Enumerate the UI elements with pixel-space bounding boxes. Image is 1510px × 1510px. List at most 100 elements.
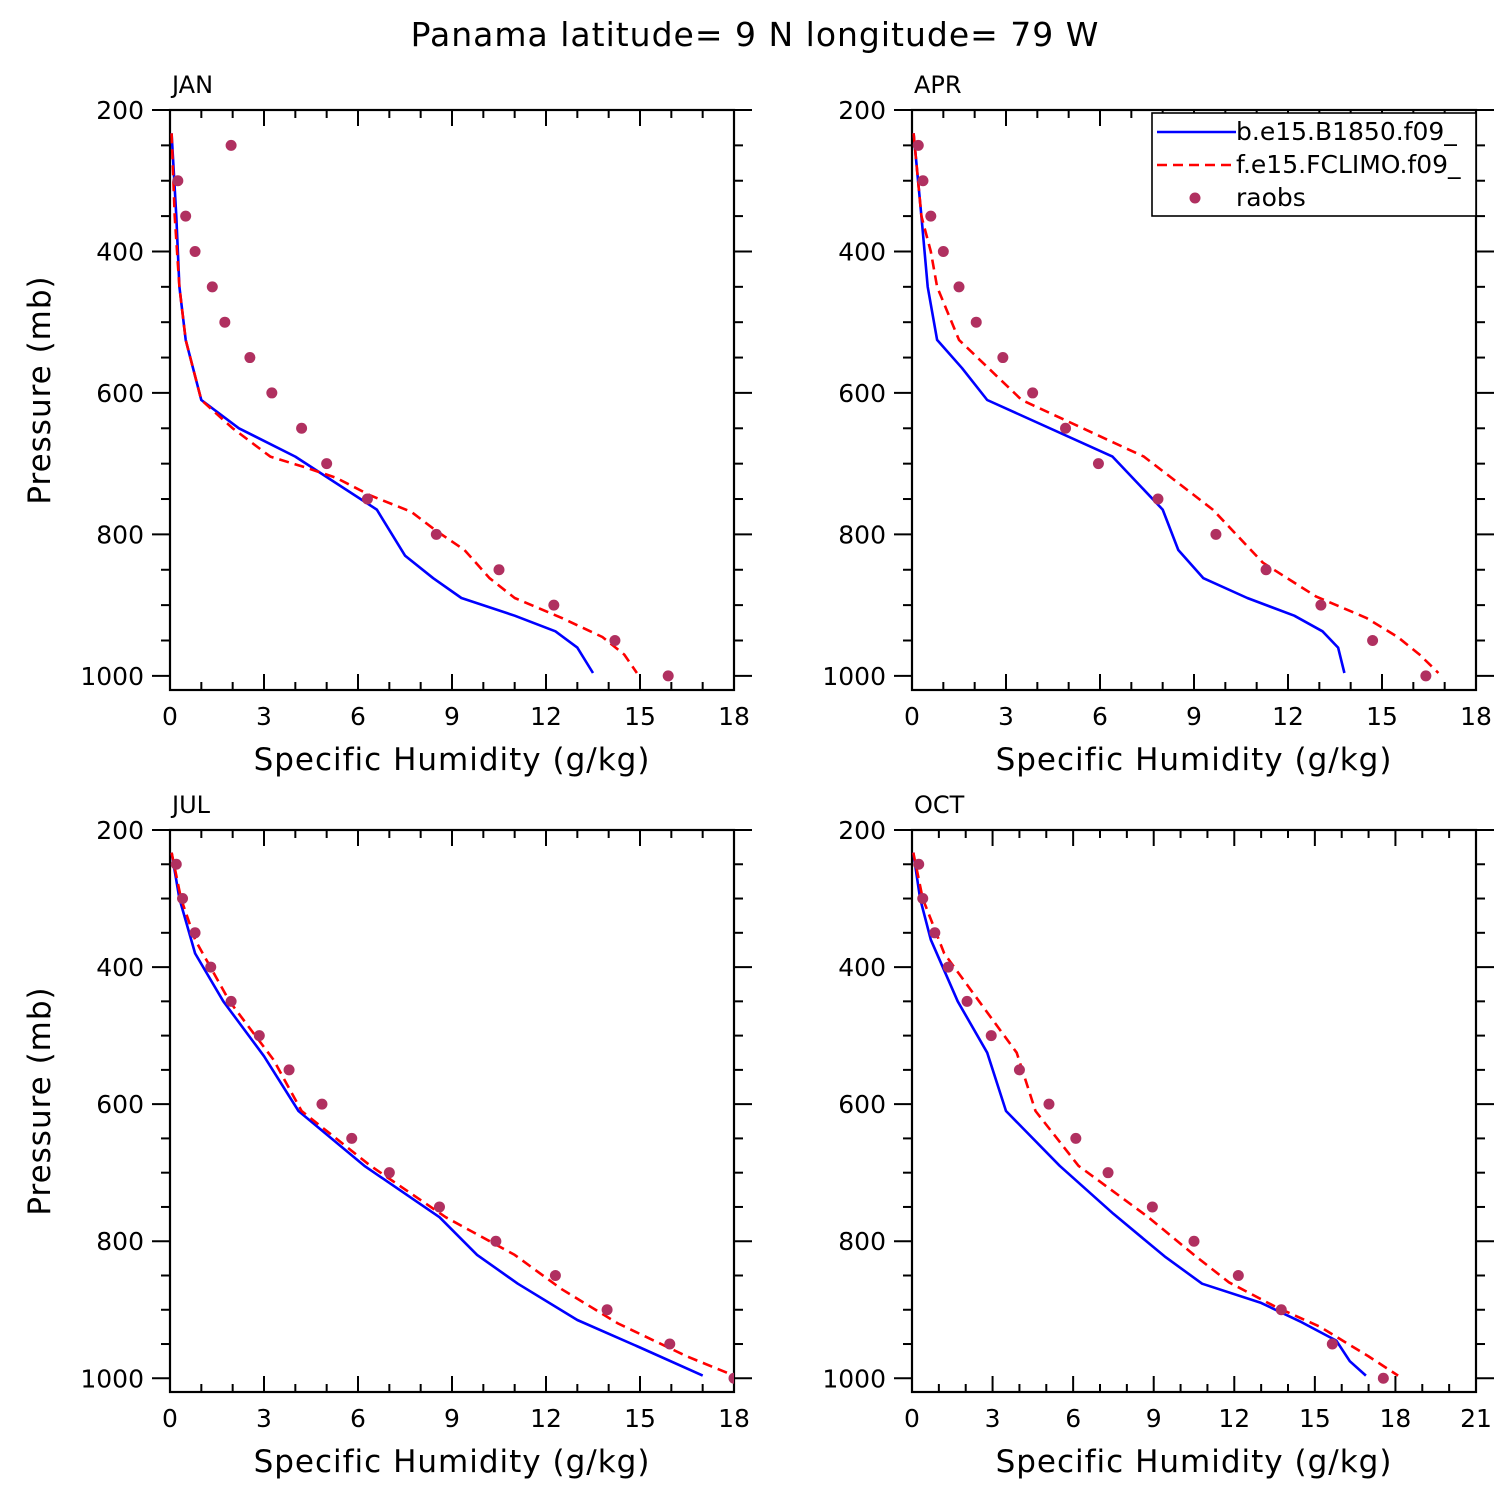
x-tick-label: 9	[1186, 702, 1202, 731]
x-tick-label: 12	[1218, 1404, 1250, 1433]
series-line-1	[912, 133, 1346, 674]
y-tick-label: 1000	[80, 1364, 144, 1393]
raobs-point	[1326, 1338, 1338, 1350]
raobs-point	[601, 1304, 613, 1316]
y-tick-label: 1000	[822, 662, 886, 691]
raobs-point	[1060, 422, 1072, 434]
raobs-point	[253, 1030, 265, 1042]
raobs-point	[225, 139, 237, 151]
raobs-point	[361, 493, 373, 505]
series-line-2	[912, 133, 1440, 674]
raobs-point	[283, 1064, 295, 1076]
x-tick-label: 9	[444, 702, 460, 731]
y-axis-title: Pressure (mb)	[22, 986, 58, 1215]
y-tick-label: 200	[96, 816, 144, 845]
plot-area	[170, 852, 734, 1384]
raobs-point	[925, 210, 937, 222]
raobs-point	[1188, 1235, 1200, 1247]
raobs-point	[1232, 1269, 1244, 1281]
x-tick-label: 18	[1460, 702, 1492, 731]
raobs-point	[205, 961, 217, 973]
y-tick-label: 800	[96, 1227, 144, 1256]
legend-label: b.e15.B1850.f09_	[1236, 117, 1457, 146]
figure-title: Panama latitude= 9 N longitude= 79 W	[411, 15, 1100, 54]
raobs-point	[430, 528, 442, 540]
raobs-point	[244, 352, 256, 364]
y-tick-label: 600	[96, 379, 144, 408]
x-tick-label: 15	[1299, 1404, 1331, 1433]
raobs-point	[609, 634, 621, 646]
y-tick-label: 400	[838, 237, 886, 266]
raobs-point	[970, 316, 982, 328]
raobs-point	[1092, 458, 1104, 470]
panel-oct: OCT 0 3 6 9 12 15 18 21 200 400 600 800 1000 Specific …	[822, 791, 1494, 1480]
y-tick-label: 1000	[822, 1364, 886, 1393]
x-tick-label: 12	[1272, 702, 1304, 731]
y-tick-label: 400	[838, 953, 886, 982]
raobs-point	[433, 1201, 445, 1213]
panel-jul: JUL 0 3 6 9 12 15 18 200 400 600 800 1000 Specific Hu…	[22, 791, 752, 1480]
x-tick-label: 6	[1092, 702, 1108, 731]
raobs-point	[225, 995, 237, 1007]
x-tick-label: 18	[718, 1404, 750, 1433]
raobs-point	[1146, 1201, 1158, 1213]
raobs-point	[177, 893, 189, 905]
raobs-point	[321, 458, 333, 470]
x-tick-label: 0	[904, 702, 920, 731]
x-axis-title: Specific Humidity (g/kg)	[996, 742, 1393, 778]
y-tick-label: 600	[838, 1090, 886, 1119]
x-tick-label: 12	[530, 1404, 562, 1433]
raobs-point	[728, 1372, 734, 1384]
raobs-point	[953, 281, 965, 293]
raobs-point	[346, 1132, 358, 1144]
raobs-point	[383, 1167, 395, 1179]
plot-area	[912, 133, 1440, 682]
x-tick-label: 3	[998, 702, 1014, 731]
y-tick-label: 400	[96, 953, 144, 982]
raobs-point	[912, 139, 924, 151]
x-tick-label: 18	[718, 702, 750, 731]
x-tick-label: 3	[256, 702, 272, 731]
x-axis-title: Specific Humidity (g/kg)	[254, 742, 651, 778]
y-tick-label: 800	[838, 1227, 886, 1256]
panel-label: JUL	[170, 791, 211, 819]
x-tick-label: 0	[162, 1404, 178, 1433]
raobs-point	[961, 995, 973, 1007]
raobs-point	[1260, 564, 1272, 576]
series-line-1	[170, 133, 595, 674]
raobs-point	[1377, 1372, 1389, 1384]
x-tick-label: 18	[1380, 1404, 1412, 1433]
x-tick-label: 6	[350, 1404, 366, 1433]
raobs-point	[189, 927, 201, 939]
x-tick-label: 15	[624, 702, 656, 731]
panel-jan: JAN 0 3 6 9 12 15 18 200 400 600 800 1000 Specific Hu…	[22, 71, 752, 778]
raobs-point	[206, 281, 218, 293]
raobs-point	[1102, 1167, 1114, 1179]
raobs-point	[913, 858, 925, 870]
y-tick-label: 200	[838, 816, 886, 845]
y-tick-label: 800	[96, 520, 144, 549]
legend-label: f.e15.FCLIMO.f09_	[1236, 150, 1461, 179]
raobs-point	[1070, 1132, 1082, 1144]
y-tick-label: 600	[96, 1090, 144, 1119]
x-tick-label: 3	[256, 1404, 272, 1433]
raobs-point	[219, 316, 231, 328]
raobs-point	[1367, 634, 1379, 646]
series-line-2	[170, 852, 734, 1377]
y-tick-label: 800	[838, 520, 886, 549]
raobs-point	[1152, 493, 1164, 505]
raobs-point	[997, 352, 1009, 364]
raobs-point	[929, 927, 941, 939]
y-tick-label: 200	[96, 96, 144, 125]
legend-marker-raobs	[1189, 192, 1201, 204]
plot-area	[912, 852, 1399, 1384]
raobs-point	[189, 245, 201, 257]
x-tick-label: 6	[1065, 1404, 1081, 1433]
raobs-point	[296, 422, 308, 434]
raobs-point	[490, 1235, 502, 1247]
x-axis-title: Specific Humidity (g/kg)	[996, 1444, 1393, 1480]
series-line-2	[912, 852, 1399, 1377]
y-tick-label: 600	[838, 379, 886, 408]
plot-frame	[168, 828, 736, 1394]
